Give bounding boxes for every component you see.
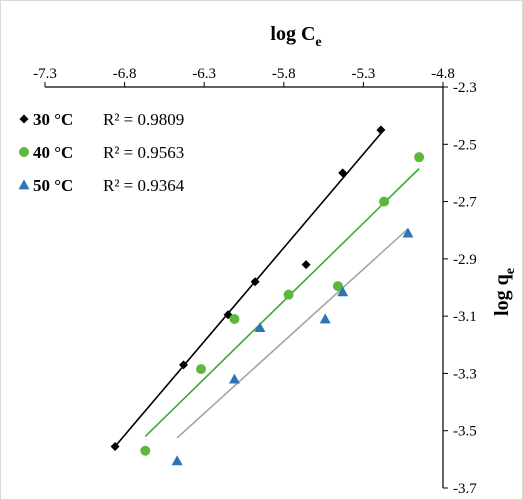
x-tick-label: -7.3: [33, 66, 57, 82]
data-point-50c: [337, 286, 349, 297]
y-tick-label: -3.1: [453, 309, 477, 325]
data-point-30c: [376, 125, 386, 135]
y-tick-label: -2.9: [453, 252, 477, 268]
x-tick-label: -6.8: [113, 66, 137, 82]
y-axis-title-sub: e: [503, 268, 518, 274]
legend-marker-30c: [19, 114, 29, 124]
data-point-40c: [332, 281, 343, 292]
y-tick-label: -3.7: [453, 481, 477, 497]
data-point-40c: [140, 445, 151, 456]
trendline-50c: [176, 228, 409, 439]
y-tick-label: -2.7: [453, 195, 477, 211]
y-tick-label: -3.5: [453, 424, 477, 440]
data-point-50c: [228, 373, 240, 384]
x-tick-label: -6.3: [192, 66, 216, 82]
data-point-30c: [301, 260, 311, 270]
trendline-40c: [144, 168, 420, 438]
svg-text:log qe: log qe: [491, 268, 518, 316]
x-axis-title: log Ce: [270, 23, 321, 50]
legend-entry-40c: 40 °C R² = 0.9563: [19, 143, 184, 162]
data-point-50c: [319, 313, 331, 324]
data-point-50c: [402, 227, 414, 238]
y-axis-title: log qe: [491, 268, 518, 316]
legend-r2-50c: R² = 0.9364: [103, 176, 185, 195]
data-points: [110, 125, 425, 466]
legend: 30 °C R² = 0.9809 40 °C R² = 0.9563 50 °C R² …: [18, 110, 185, 195]
legend-marker-40c: [19, 147, 29, 157]
x-tick-label: -5.3: [352, 66, 376, 82]
trendline-30c: [114, 132, 382, 447]
trendlines: [114, 132, 420, 447]
legend-marker-50c: [18, 179, 30, 190]
data-point-30c: [179, 360, 189, 370]
legend-entry-50c: 50 °C R² = 0.9364: [18, 176, 185, 195]
legend-label-40c: 40 °C: [33, 143, 73, 162]
data-point-40c: [229, 314, 240, 325]
data-point-40c: [379, 196, 390, 207]
legend-entry-30c: 30 °C R² = 0.9809: [19, 110, 184, 129]
y-tick-label: -2.3: [453, 80, 477, 96]
y-tick-label: -2.5: [453, 137, 477, 153]
data-point-30c: [110, 441, 120, 451]
y-tick-label: -3.3: [453, 366, 477, 382]
data-point-30c: [250, 277, 260, 287]
legend-label-50c: 50 °C: [33, 176, 73, 195]
data-point-30c: [338, 168, 348, 178]
legend-label-30c: 30 °C: [33, 110, 73, 129]
x-axis-title-main: log C: [270, 23, 315, 45]
svg-text:log Ce: log Ce: [270, 23, 321, 50]
data-point-50c: [254, 322, 266, 332]
y-axis-title-main: log q: [491, 274, 513, 316]
axes: -7.3 -6.8 -6.3 -5.8 -5.3 -4.8-2.3 -2.5 -2.7 -2.9…: [33, 66, 477, 497]
x-tick-label: -4.8: [431, 66, 455, 82]
x-axis-title-sub: e: [315, 35, 321, 50]
data-point-40c: [283, 289, 294, 300]
data-point-40c: [196, 364, 207, 375]
legend-r2-40c: R² = 0.9563: [103, 143, 184, 162]
data-point-40c: [414, 152, 425, 163]
x-tick-label: -5.8: [272, 66, 296, 82]
data-point-50c: [171, 455, 183, 466]
legend-r2-30c: R² = 0.9809: [103, 110, 184, 129]
